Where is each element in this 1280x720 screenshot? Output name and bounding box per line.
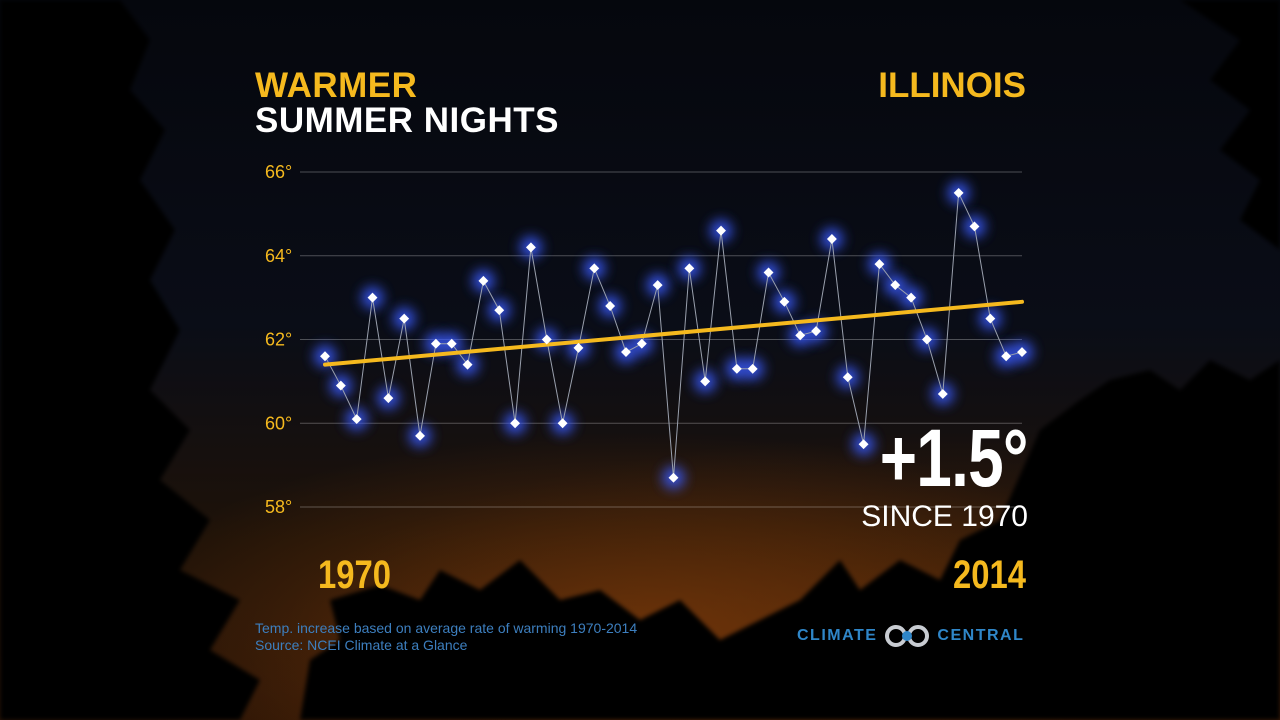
footnote-method: Temp. increase based on average rate of … [255, 620, 638, 636]
gridlines [300, 171, 1022, 508]
data-point [589, 263, 600, 274]
trend-line [323, 299, 1024, 367]
data-point [320, 351, 330, 362]
data-point [716, 225, 726, 236]
data-point [415, 430, 425, 441]
data-point [811, 326, 822, 337]
region-label: ILLINOIS [878, 66, 1026, 105]
data-point [494, 305, 505, 316]
data-point [890, 280, 901, 291]
data-point [351, 414, 362, 425]
footnote-source: Source: NCEI Climate at a Glance [255, 637, 468, 653]
title-line-2: SUMMER NIGHTS [255, 101, 559, 140]
data-point [1001, 351, 1012, 362]
data-point [621, 347, 631, 358]
y-tick-label: 64° [265, 246, 292, 266]
logo-word-left: CLIMATE [797, 627, 878, 644]
x-tick-label-end: 2014 [953, 553, 1026, 597]
data-point [446, 338, 457, 349]
data-point [937, 388, 948, 399]
data-point [922, 334, 932, 345]
data-point [399, 313, 410, 324]
data-point [541, 334, 552, 345]
data-point [826, 234, 837, 244]
data-point [700, 376, 711, 387]
data-points [320, 187, 1027, 483]
data-point [525, 242, 536, 253]
data-point [430, 338, 441, 349]
data-point [557, 418, 568, 429]
data-point [795, 330, 806, 341]
since-label: SINCE 1970 [861, 500, 1028, 533]
data-point [652, 280, 663, 291]
climate-central-logo: CLIMATE CENTRAL [797, 622, 1024, 650]
data-point [383, 393, 394, 404]
data-point [858, 439, 869, 450]
data-point [462, 359, 473, 370]
data-point [367, 292, 378, 303]
logo-word-right: CENTRAL [937, 627, 1025, 644]
data-point [335, 380, 346, 391]
temperature-change: +1.5° [880, 413, 1029, 504]
x-tick-label-start: 1970 [318, 553, 391, 597]
data-point [874, 259, 885, 270]
data-point [605, 301, 616, 311]
y-tick-label: 58° [265, 497, 292, 517]
data-point [842, 372, 853, 383]
data-point [731, 363, 742, 374]
data-point [747, 363, 758, 374]
data-point [668, 472, 679, 483]
data-point [763, 267, 774, 278]
data-point [985, 313, 996, 324]
y-tick-label: 60° [265, 413, 292, 433]
data-point [969, 221, 980, 232]
logo-mark-icon [885, 625, 930, 647]
data-point [510, 418, 521, 429]
data-point [1017, 347, 1027, 358]
y-tick-label: 62° [265, 330, 292, 350]
data-point [953, 187, 964, 198]
data-point [573, 342, 584, 353]
y-tick-label: 66° [265, 162, 292, 182]
title-line-1: WARMER [255, 66, 418, 105]
data-point [684, 263, 695, 274]
data-point [906, 292, 917, 303]
data-point [636, 338, 647, 349]
y-axis-ticks: 58° 60° 62° 64° 66° [265, 162, 292, 517]
data-point [478, 275, 489, 286]
data-point [779, 296, 790, 307]
